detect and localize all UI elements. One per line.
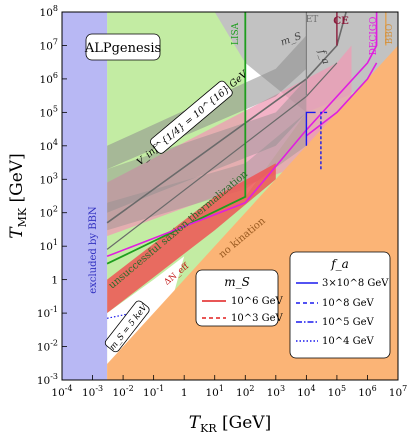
y-tick-label: 10-1: [37, 305, 58, 320]
x-tick-label: 102: [236, 384, 254, 399]
grey-band-2: [107, 78, 307, 213]
x-tick-label: 104: [297, 384, 315, 399]
bbo-label: BBO: [385, 24, 395, 45]
ms-small-box: [104, 300, 150, 353]
legend-ms-box: [195, 269, 279, 327]
x-axis-label: TKR [GeV]: [189, 413, 271, 435]
x-tick-label: 106: [358, 384, 376, 399]
legend-fa: f_a 3×10^8 GeV 10^8 GeV 10^5 GeV 10^4 Ge…: [289, 251, 391, 359]
bbn-label: excluded by BBN: [88, 206, 99, 294]
alpgenesis-label: ALPgenesis: [84, 41, 161, 56]
x-tick-label: 103: [267, 384, 285, 399]
red-dneff-region: [107, 163, 276, 314]
fa-solid-line: [305, 111, 316, 146]
grey-line-1: [106, 12, 347, 224]
y-tick-label: 103: [40, 171, 58, 186]
legend-fa-box: [289, 251, 391, 359]
x-axis-ticks: 10-4 10-3 10-2 10-1 1 101 102 103 104 105 106 107: [51, 375, 407, 399]
plot-frame: [61, 11, 399, 381]
y-tick-label: 104: [40, 138, 58, 153]
legend-ms: m_S 10^6 GeV 10^3 GeV: [195, 269, 284, 327]
y-tick-label: 101: [40, 238, 58, 253]
detector-labels: LISA ET CE DECIGO BBO: [231, 15, 395, 55]
legend-fa-title: f_a: [330, 257, 349, 271]
lisa-curve: [106, 12, 247, 265]
decigo-label: DECIGO: [369, 17, 379, 56]
legend-fa-label-1: 10^8 GeV: [322, 298, 375, 309]
x-tick-label: 10-1: [143, 384, 164, 399]
y-tick-label: 107: [40, 37, 58, 52]
decigo-curve-2: [305, 62, 378, 137]
x-tick-label: 10-3: [82, 384, 103, 399]
legend-fa-label-2: 10^5 GeV: [322, 317, 375, 328]
x-tick-label: 107: [389, 384, 407, 399]
bbn-region: [62, 12, 108, 380]
alpgenesis-box: [85, 33, 161, 61]
legend-ms-label-0: 10^6 GeV: [231, 296, 284, 307]
y-axis-label: TMK [GeV]: [7, 153, 29, 238]
y-tick-label: 102: [40, 205, 58, 220]
y-tick-label: 106: [40, 71, 58, 86]
y-tick-label: 105: [40, 104, 58, 119]
et-label: ET: [306, 15, 319, 25]
decigo-curve-1: [106, 12, 378, 258]
legend-ms-title: m_S: [224, 275, 250, 289]
pink-region: [107, 45, 352, 237]
lisa-label: LISA: [231, 22, 241, 45]
y-tick-label: 1: [51, 275, 58, 287]
x-tick-label: 1: [181, 387, 188, 399]
y-axis-ticks: 10-3 10-2 10-1 1 101 102 103 104 105 106 107 108: [37, 4, 67, 387]
ce-label: CE: [333, 16, 349, 27]
y-tick-label: 10-2: [37, 339, 58, 354]
fa-top-label: f_a: [315, 47, 331, 66]
grey-band-3: [107, 112, 307, 231]
legend-fa-label-3: 10^4 GeV: [322, 336, 375, 347]
legend-ms-label-1: 10^3 GeV: [231, 313, 284, 324]
legend-fa-label-0: 3×10^8 GeV: [322, 278, 389, 289]
x-tick-label: 101: [205, 384, 223, 399]
x-tick-label: 10-2: [113, 384, 134, 399]
x-tick-label: 10-4: [51, 384, 72, 399]
y-tick-label: 108: [40, 4, 58, 19]
vinf-box: [150, 80, 233, 154]
y-tick-label: 10-3: [37, 372, 58, 387]
fa-dashed-line: [320, 111, 328, 170]
x-tick-label: 105: [328, 384, 346, 399]
